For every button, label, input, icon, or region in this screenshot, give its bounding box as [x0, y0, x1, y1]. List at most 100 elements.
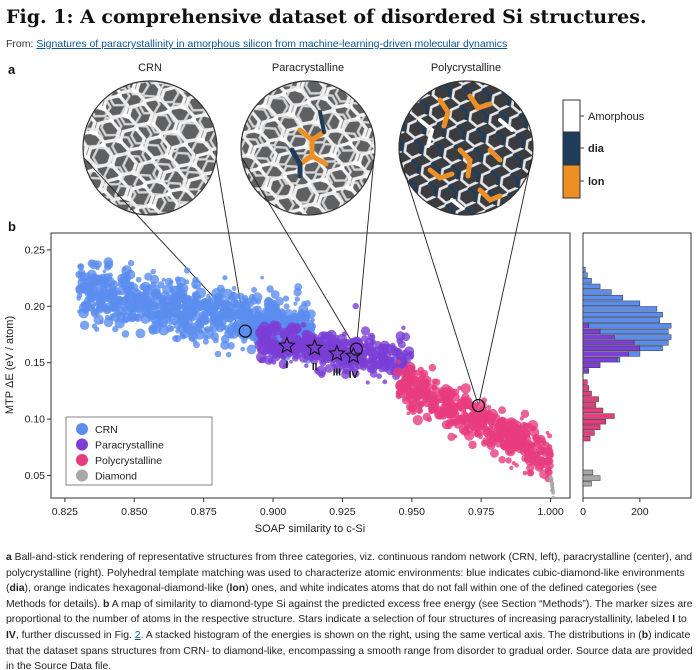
data-point — [342, 362, 353, 373]
caption-text: A map of similarity to diamond-type Si a… — [6, 598, 693, 626]
data-point — [460, 383, 471, 394]
data-point — [214, 315, 222, 323]
data-point — [212, 337, 219, 344]
histogram-bar-polycrystalline — [582, 407, 604, 414]
data-point — [250, 326, 256, 331]
data-point — [318, 354, 329, 364]
scatter-plot-frame — [50, 232, 571, 499]
data-point — [368, 353, 378, 363]
data-point — [219, 324, 227, 331]
data-point — [376, 373, 383, 380]
x-tick-label: 0.850 — [121, 506, 147, 518]
y-tick-label: 0.10 — [25, 414, 46, 426]
data-point — [545, 450, 554, 460]
data-point — [161, 277, 166, 282]
data-point — [447, 432, 456, 441]
data-point — [130, 281, 135, 286]
data-point — [222, 275, 228, 281]
data-point — [425, 397, 430, 402]
colorbar-swatch-lon — [562, 164, 581, 199]
data-point — [453, 434, 458, 439]
data-point — [175, 312, 182, 319]
data-point — [120, 303, 129, 312]
data-point — [148, 326, 158, 335]
histogram-bar-crn — [582, 317, 660, 323]
star-marker-III — [327, 344, 346, 362]
data-point — [279, 327, 291, 339]
legend-label-polycrystalline: Polycrystalline — [95, 455, 162, 467]
data-point — [179, 333, 187, 340]
data-point — [268, 299, 278, 310]
data-point — [514, 463, 519, 468]
caption-text: . A stacked histogram of the energies is… — [140, 629, 642, 641]
data-point — [152, 288, 162, 298]
data-point — [522, 470, 528, 476]
data-point — [447, 401, 458, 412]
data-point — [103, 317, 114, 328]
data-point — [477, 410, 484, 418]
data-point — [189, 299, 196, 307]
data-point — [444, 409, 450, 415]
panel-b-tag: b — [8, 219, 16, 234]
figure-caption: a Ball-and-stick rendering of representa… — [6, 550, 694, 670]
data-point — [218, 292, 224, 298]
data-point — [450, 391, 456, 398]
y-axis-label: MTP ΔE (eV / atom) — [4, 316, 16, 414]
data-point — [278, 312, 287, 321]
caption-lon: lon — [229, 583, 246, 595]
histogram-bar-crn — [628, 351, 641, 357]
data-point — [147, 300, 158, 311]
environment-colorbar: Amorphous dia lon — [562, 99, 645, 199]
histogram-bar-diamond — [582, 469, 594, 476]
caption-fig2-link[interactable]: 2 — [134, 629, 141, 641]
data-point — [214, 350, 222, 358]
caption-panel-b: b — [103, 598, 110, 610]
caption-text: to — [675, 614, 687, 626]
data-point — [425, 382, 430, 387]
zoom-line — [241, 157, 357, 350]
energy-histogram-bars — [582, 266, 672, 487]
data-point — [468, 440, 477, 450]
data-point — [455, 411, 460, 415]
structure-label-paracrystalline: Paracrystalline — [272, 62, 344, 74]
data-point — [131, 304, 138, 312]
star-label-III: III — [333, 368, 342, 379]
data-point — [396, 388, 406, 399]
histogram-bar-polycrystalline — [582, 435, 591, 442]
data-point — [84, 291, 90, 297]
data-point — [253, 316, 260, 324]
data-point — [210, 307, 219, 317]
data-point — [158, 324, 170, 336]
data-point — [413, 382, 419, 388]
data-point — [405, 370, 416, 380]
data-point — [550, 484, 554, 488]
y-tick-label: 0.15 — [25, 357, 46, 369]
data-point — [231, 304, 237, 309]
histogram-bar-crn — [639, 345, 663, 352]
data-point — [260, 275, 264, 280]
data-point — [182, 295, 191, 304]
histogram-bar-crn — [582, 300, 641, 306]
data-point — [292, 309, 298, 315]
source-article-link[interactable]: Signatures of paracrystallinity in amorp… — [36, 38, 508, 50]
figure-title: Fig. 1: A comprehensive dataset of disor… — [6, 6, 647, 28]
caption-panel-b-ref: b — [641, 629, 649, 641]
data-point — [270, 339, 280, 349]
data-point — [191, 310, 197, 316]
zoom-connector-lines — [83, 157, 533, 406]
data-point — [509, 465, 514, 470]
data-point — [383, 347, 390, 354]
data-point — [433, 394, 440, 401]
data-point — [526, 469, 534, 477]
histogram-bar-crn — [582, 311, 663, 318]
data-point — [296, 338, 302, 344]
data-point — [545, 430, 550, 435]
histogram-bar-paracrystalline — [582, 345, 641, 352]
data-point — [107, 272, 113, 278]
data-point — [298, 313, 310, 325]
data-point — [172, 335, 179, 342]
histogram-bar-paracrystalline — [582, 357, 618, 363]
data-point — [180, 314, 189, 323]
data-point — [294, 296, 300, 302]
zoom-anchor-points — [238, 324, 486, 413]
